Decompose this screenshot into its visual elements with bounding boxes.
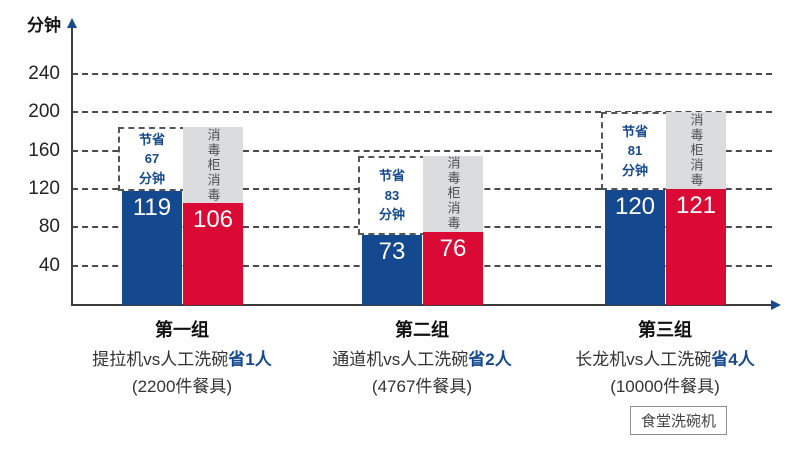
disinfect-extension: 消毒柜消毒 [423, 155, 483, 233]
gridline [72, 264, 772, 267]
save-people-text: 省1人 [228, 350, 272, 369]
dish-count: (2200件餐具) [131, 377, 233, 396]
y-tick-label: 80 [38, 216, 60, 238]
group-axis-label-1: 第一组 提拉机vs人工洗碗省1人 (2200件餐具) [47, 316, 317, 397]
legend-box: 食堂洗碗机 [630, 406, 728, 435]
disinfect-extension: 消毒柜消毒 [183, 126, 243, 204]
saved-minutes-line: 节省 [378, 168, 405, 184]
dish-count: (10000件餐具) [610, 377, 720, 396]
disinfect-label: 消毒柜消毒 [445, 156, 461, 232]
machine-bar-value: 120 [614, 193, 656, 220]
y-tick-label: 160 [28, 139, 60, 161]
saved-minutes-line: 分钟 [378, 207, 405, 223]
saved-minutes-line: 分钟 [138, 170, 165, 186]
y-axis-title: 分钟 [27, 16, 61, 35]
x-axis-line [71, 304, 771, 306]
group-comparison: 提拉机vs人工洗碗省1人 [47, 345, 317, 370]
saved-minutes-line: 83 [384, 187, 400, 203]
bar-group-3: 节省 81 分钟 消毒柜消毒 120 121 [601, 19, 726, 305]
plot-area: 40 80 120 160 200 240 节省 67 分钟 消毒柜消毒 119 106 … [28, 18, 784, 310]
group-comparison: 长龙机vs人工洗碗省4人 [530, 345, 800, 370]
machine-bar: 73 [362, 235, 422, 305]
manual-bar-value: 121 [675, 192, 717, 220]
group-axis-label-3: 第三组 长龙机vs人工洗碗省4人 (10000件餐具) [530, 316, 800, 397]
gridline [72, 73, 772, 75]
save-people-text: 省4人 [711, 350, 755, 369]
y-tick-label: 120 [28, 178, 60, 199]
y-tick-label: 240 [28, 63, 60, 84]
comparison-text: 通道机vs人工洗碗 [332, 350, 469, 369]
group-title: 第一组 [155, 320, 209, 340]
saved-minutes-line: 节省 [138, 131, 165, 147]
group-axis-label-2: 第二组 通道机vs人工洗碗省2人 (4767件餐具) [287, 316, 557, 397]
saved-minutes-callout: 节省 67 分钟 [118, 126, 186, 191]
machine-bar-value: 73 [378, 238, 406, 266]
comparison-text: 长龙机vs人工洗碗 [575, 350, 712, 369]
machine-bar: 119 [122, 190, 182, 305]
save-people-text: 省2人 [468, 350, 512, 369]
saved-minutes-line: 67 [144, 151, 160, 167]
disinfect-label: 消毒柜消毒 [688, 113, 704, 189]
manual-bar: 76 [423, 232, 483, 305]
bar-group-1: 节省 67 分钟 消毒柜消毒 119 106 [118, 19, 243, 305]
saved-minutes-callout: 节省 83 分钟 [358, 155, 426, 236]
manual-bar-value: 106 [192, 206, 234, 234]
manual-bar-value: 76 [439, 235, 467, 263]
y-tick-label: 200 [28, 101, 60, 123]
bar-group-2: 节省 83 分钟 消毒柜消毒 73 76 [358, 19, 483, 305]
disinfect-label: 消毒柜消毒 [205, 127, 221, 203]
manual-bar: 106 [183, 203, 243, 305]
disinfect-extension: 消毒柜消毒 [666, 112, 726, 190]
gridline [72, 149, 772, 152]
gridline [72, 111, 772, 114]
dish-count: (4767件餐具) [371, 377, 473, 396]
machine-bar: 120 [605, 190, 665, 305]
y-axis-arrow-icon [67, 18, 77, 28]
saved-minutes-line: 81 [627, 143, 643, 159]
x-axis-arrow-icon [771, 300, 781, 310]
comparison-text: 提拉机vs人工洗碗 [92, 350, 229, 369]
y-tick-label: 40 [38, 254, 60, 276]
manual-bar: 121 [666, 189, 726, 305]
saved-minutes-line: 分钟 [621, 162, 648, 178]
group-comparison: 通道机vs人工洗碗省2人 [287, 345, 557, 370]
y-axis-line [71, 27, 73, 305]
group-title: 第三组 [638, 320, 692, 340]
saved-minutes-callout: 节省 81 分钟 [601, 112, 669, 190]
machine-bar-value: 119 [132, 193, 172, 221]
group-title: 第二组 [395, 320, 449, 340]
saved-minutes-line: 节省 [621, 123, 648, 139]
